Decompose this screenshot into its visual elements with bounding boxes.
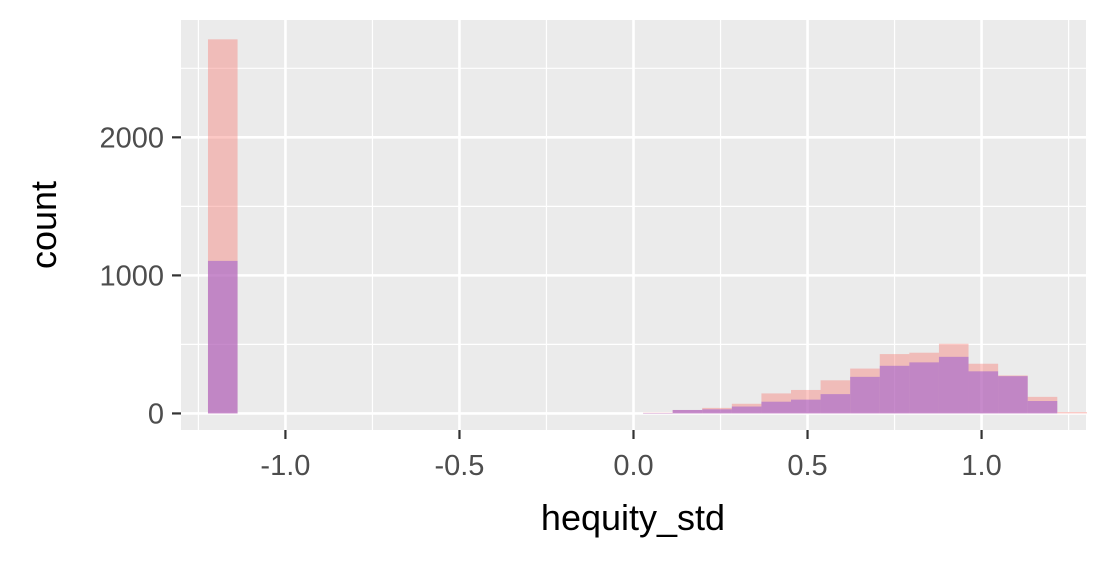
histogram-bar-series-2 xyxy=(1027,401,1058,414)
histogram-bar-series-2 xyxy=(998,376,1028,414)
y-tick-label: 1000 xyxy=(99,260,164,292)
histogram-bar-series-2 xyxy=(207,260,238,414)
histogram-bar-series-2 xyxy=(820,394,851,414)
x-tick-label: -0.5 xyxy=(434,450,484,482)
x-tick-label: 0.5 xyxy=(787,450,827,482)
minor-gridlines xyxy=(181,20,1086,430)
y-tick-label: 2000 xyxy=(99,122,164,154)
x-axis: -1.0 -0.5 0.0 0.5 1.0 xyxy=(260,430,1002,482)
histogram-bar-series-2 xyxy=(702,409,732,414)
y-axis: 0 1000 2000 xyxy=(99,122,181,430)
y-tick-label: 0 xyxy=(148,398,164,430)
major-gridlines xyxy=(181,20,1086,430)
histogram-bar-series-2 xyxy=(850,376,880,414)
histogram-bar-series-2 xyxy=(879,365,910,414)
histogram-bar-series-2 xyxy=(938,356,969,414)
histogram-bars xyxy=(207,39,1087,414)
x-tick-label: 0.0 xyxy=(613,450,653,482)
histogram-bar-series-2 xyxy=(909,362,939,414)
y-axis-title: count xyxy=(23,181,64,269)
histogram-bar-series-2 xyxy=(731,406,762,414)
x-tick-label: -1.0 xyxy=(260,450,310,482)
x-tick-label: 1.0 xyxy=(961,450,1001,482)
histogram-bar-series-2 xyxy=(968,371,999,414)
histogram-bar-series-2 xyxy=(791,399,821,414)
histogram-bar-series-2 xyxy=(761,401,792,414)
x-axis-title: hequity_std xyxy=(541,497,725,538)
histogram-bar-series-1 xyxy=(1057,412,1087,414)
histogram-bar-series-2 xyxy=(672,409,703,414)
